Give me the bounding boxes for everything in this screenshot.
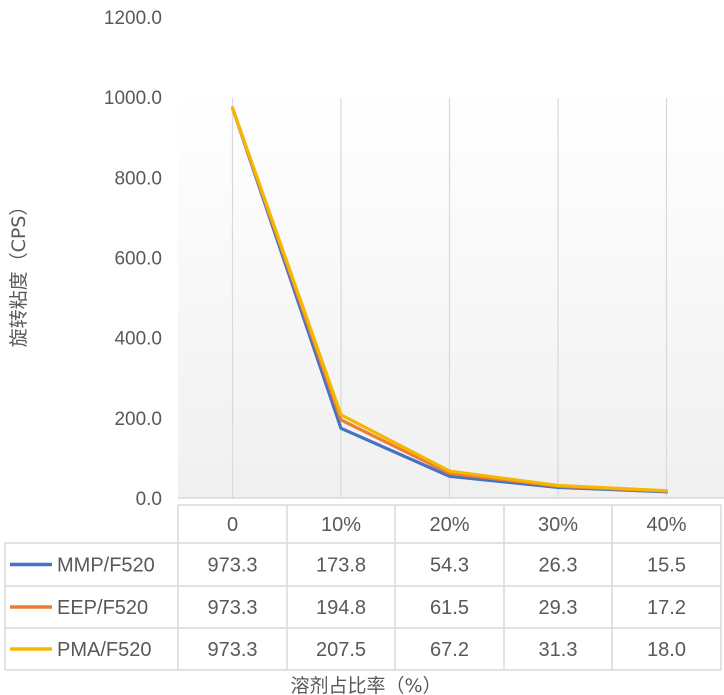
data-cell: 26.3	[539, 555, 578, 577]
data-cell: 18.0	[647, 639, 686, 661]
data-cell: 973.3	[207, 597, 257, 619]
y-tick-label: 600.0	[114, 249, 162, 270]
y-tick-label: 1200.0	[104, 8, 162, 29]
category-label: 10%	[321, 514, 361, 536]
legend-label: EEP/F520	[57, 597, 148, 619]
y-tick-label: 0.0	[136, 489, 162, 510]
plot-area	[178, 90, 724, 498]
y-tick-label: 800.0	[114, 168, 162, 189]
x-axis-title: 溶剂占比率（%）	[290, 675, 441, 695]
data-cell: 31.3	[539, 639, 578, 661]
y-axis-title: 旋转粘度（CPS）	[8, 197, 30, 348]
data-cell: 29.3	[539, 597, 578, 619]
data-cell: 973.3	[207, 639, 257, 661]
data-cell: 15.5	[647, 555, 686, 577]
data-cell: 54.3	[430, 555, 469, 577]
category-label: 20%	[429, 514, 469, 536]
data-cell: 17.2	[647, 597, 686, 619]
legend-label: MMP/F520	[57, 555, 155, 577]
series-line-pma-f520	[230, 106, 669, 493]
category-label: 30%	[538, 514, 578, 536]
y-tick-label: 1000.0	[104, 88, 162, 109]
data-cell: 194.8	[316, 597, 366, 619]
y-tick-label: 200.0	[114, 409, 162, 430]
legend-label: PMA/F520	[57, 639, 151, 661]
data-cell: 67.2	[430, 639, 469, 661]
data-cell: 173.8	[316, 555, 366, 577]
data-cell: 61.5	[430, 597, 469, 619]
data-cell: 207.5	[316, 639, 366, 661]
category-label: 40%	[646, 514, 686, 536]
data-cell: 973.3	[207, 555, 257, 577]
category-label: 0	[227, 514, 238, 536]
y-tick-label: 400.0	[114, 329, 162, 350]
